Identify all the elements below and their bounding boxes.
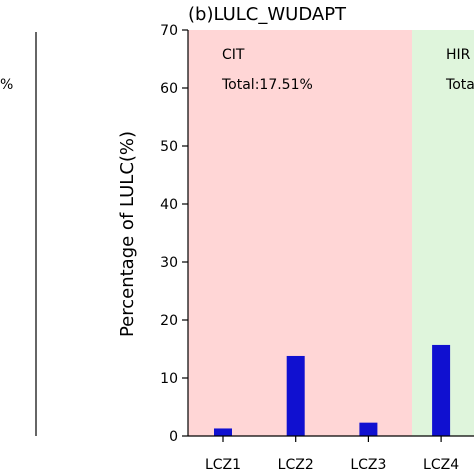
region-label-hir: HIR (446, 47, 471, 63)
x-tick-label-lcz1: LCZ1 (205, 457, 241, 473)
y-tick-label: 0 (169, 429, 178, 445)
y-tick-label: 10 (160, 371, 178, 387)
bar-lcz1 (214, 428, 232, 436)
y-tick-label: 50 (160, 139, 178, 155)
y-tick-label: 20 (160, 313, 178, 329)
bar-series (214, 344, 451, 436)
x-tick-label-lcz3: LCZ3 (350, 457, 386, 473)
bar-lcz3 (359, 422, 378, 436)
region-total-hir: Tota (445, 77, 474, 93)
y-tick-label: 40 (160, 197, 178, 213)
y-axis-label: Percentage of LULC(%) (117, 131, 138, 337)
bar-lcz4 (432, 344, 451, 436)
y-axis-ticks: 0 10 20 30 40 50 60 70 (160, 23, 188, 445)
left-panel: % (0, 32, 37, 436)
x-tick-label-lcz4: LCZ4 (423, 457, 459, 473)
chart-title: (b)LULC_WUDAPT (188, 4, 347, 25)
y-tick-label: 60 (160, 81, 178, 97)
axes (187, 30, 474, 437)
left-panel-fragment-text: % (0, 77, 13, 93)
lulc-wudapt-chart: CIT Total:17.51% HIR Tota 0 10 20 30 40 50 60 70 L… (117, 4, 474, 473)
x-axis-ticks: LCZ1 LCZ2 LCZ3 LCZ4 (205, 436, 459, 473)
y-tick-label: 70 (160, 23, 178, 39)
region-total-cit: Total:17.51% (221, 77, 313, 93)
bar-lcz2 (286, 355, 305, 436)
region-labels: CIT Total:17.51% HIR Tota (221, 47, 474, 93)
y-tick-label: 30 (160, 255, 178, 271)
x-tick-label-lcz2: LCZ2 (278, 457, 314, 473)
region-label-cit: CIT (222, 47, 245, 63)
region-backgrounds (188, 30, 474, 436)
